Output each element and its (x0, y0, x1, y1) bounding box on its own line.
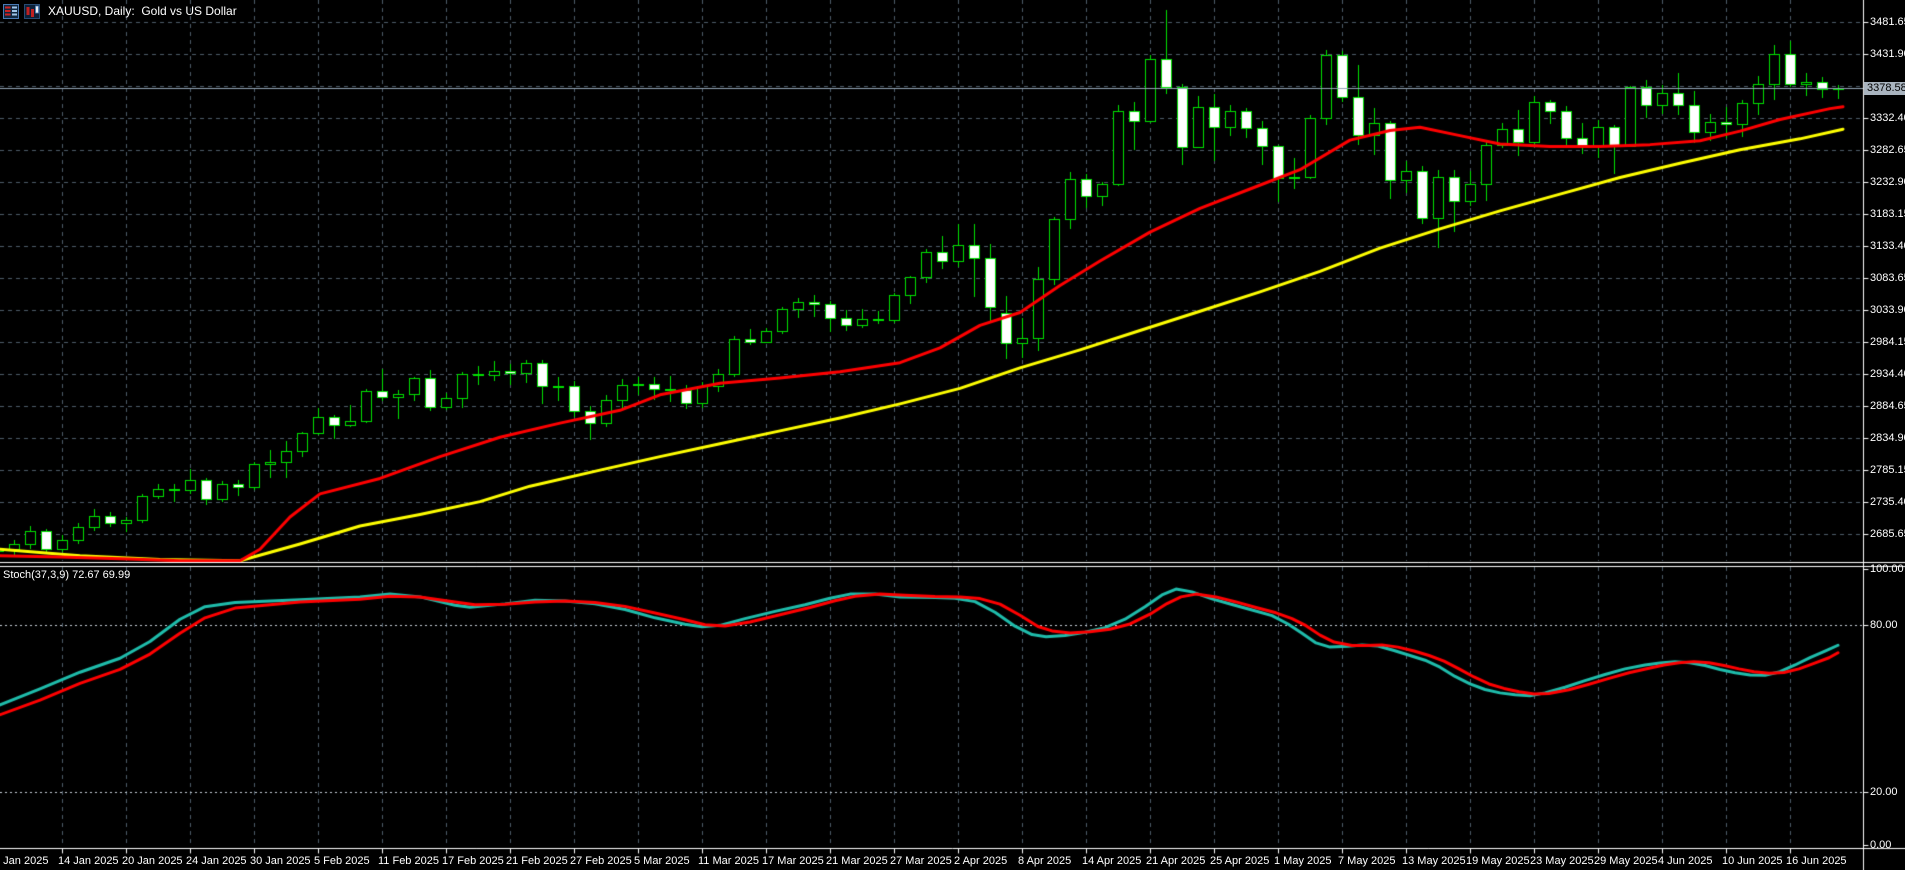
date-axis-label: 20 Jan 2025 (122, 855, 183, 867)
price-axis-label: 2785.15 (1870, 464, 1905, 476)
price-axis-label: 3033.90 (1870, 304, 1905, 316)
date-axis-label: 23 May 2025 (1530, 855, 1594, 867)
date-axis-label: 4 Jun 2025 (1658, 855, 1713, 867)
price-axis-label: 2884.65 (1870, 400, 1905, 412)
date-axis-label: 11 Feb 2025 (378, 855, 439, 867)
date-axis-label: 24 Jan 2025 (186, 855, 247, 867)
stochastic-axis-label: 80.00 (1870, 619, 1898, 631)
price-axis-label: 3083.65 (1870, 272, 1905, 284)
price-axis-label: 3332.40 (1870, 112, 1905, 124)
date-axis-label: 7 May 2025 (1338, 855, 1396, 867)
candlestick-chart-icon (24, 3, 40, 19)
price-axis-label: 3183.15 (1870, 208, 1905, 220)
date-axis-label: 30 Jan 2025 (250, 855, 311, 867)
date-axis-label: 21 Mar 2025 (826, 855, 888, 867)
report-table-icon (3, 3, 19, 19)
price-axis-label: 2735.40 (1870, 496, 1905, 508)
price-axis-label: 3481.65 (1870, 16, 1905, 28)
stochastic-axis-label: 0.00 (1870, 839, 1892, 851)
date-axis-label: 27 Feb 2025 (570, 855, 632, 867)
date-axis-label: 5 Mar 2025 (634, 855, 690, 867)
price-axis-label: 2834.90 (1870, 432, 1905, 444)
date-axis-label: 21 Feb 2025 (506, 855, 568, 867)
date-axis-label: 8 Jan 2025 (0, 855, 49, 867)
date-axis-label: 1 May 2025 (1274, 855, 1332, 867)
date-axis-label: 16 Jun 2025 (1786, 855, 1847, 867)
date-axis-label: 17 Mar 2025 (762, 855, 824, 867)
stochastic-indicator-label: Stoch(37,3,9) 72.67 69.99 (3, 569, 131, 581)
date-axis-label: 13 May 2025 (1402, 855, 1466, 867)
date-axis-label: 29 May 2025 (1594, 855, 1658, 867)
price-axis-label: 3431.90 (1870, 48, 1905, 60)
price-axis-label: 3232.90 (1870, 176, 1905, 188)
chart-title: XAUUSD, Daily: Gold vs US Dollar (48, 4, 237, 18)
stochastic-axis-label: 20.00 (1870, 786, 1898, 798)
date-axis-label: 17 Feb 2025 (442, 855, 504, 867)
date-axis-label: 19 May 2025 (1466, 855, 1530, 867)
date-axis-label: 8 Apr 2025 (1018, 855, 1072, 867)
date-axis-label: 27 Mar 2025 (890, 855, 952, 867)
price-axis-label: 3282.65 (1870, 144, 1905, 156)
date-axis-label: 5 Feb 2025 (314, 855, 370, 867)
price-axis-label: 3133.40 (1870, 240, 1905, 252)
date-axis-label: 21 Apr 2025 (1146, 855, 1206, 867)
price-axis-label: 2685.65 (1870, 528, 1905, 540)
stochastic-axis-label: 100.00 (1870, 563, 1904, 575)
date-axis-label: 11 Mar 2025 (698, 855, 759, 867)
date-axis-label: 2 Apr 2025 (954, 855, 1008, 867)
current-price-badge: 3378.58 (1864, 81, 1905, 95)
date-axis-label: 25 Apr 2025 (1210, 855, 1270, 867)
date-axis-label: 10 Jun 2025 (1722, 855, 1783, 867)
date-axis-label: 14 Apr 2025 (1082, 855, 1142, 867)
price-axis-label: 2934.40 (1870, 368, 1905, 380)
date-axis-label: 14 Jan 2025 (58, 855, 119, 867)
price-axis-label: 2984.15 (1870, 336, 1905, 348)
chart-title-bar: XAUUSD, Daily: Gold vs US Dollar (3, 2, 237, 20)
